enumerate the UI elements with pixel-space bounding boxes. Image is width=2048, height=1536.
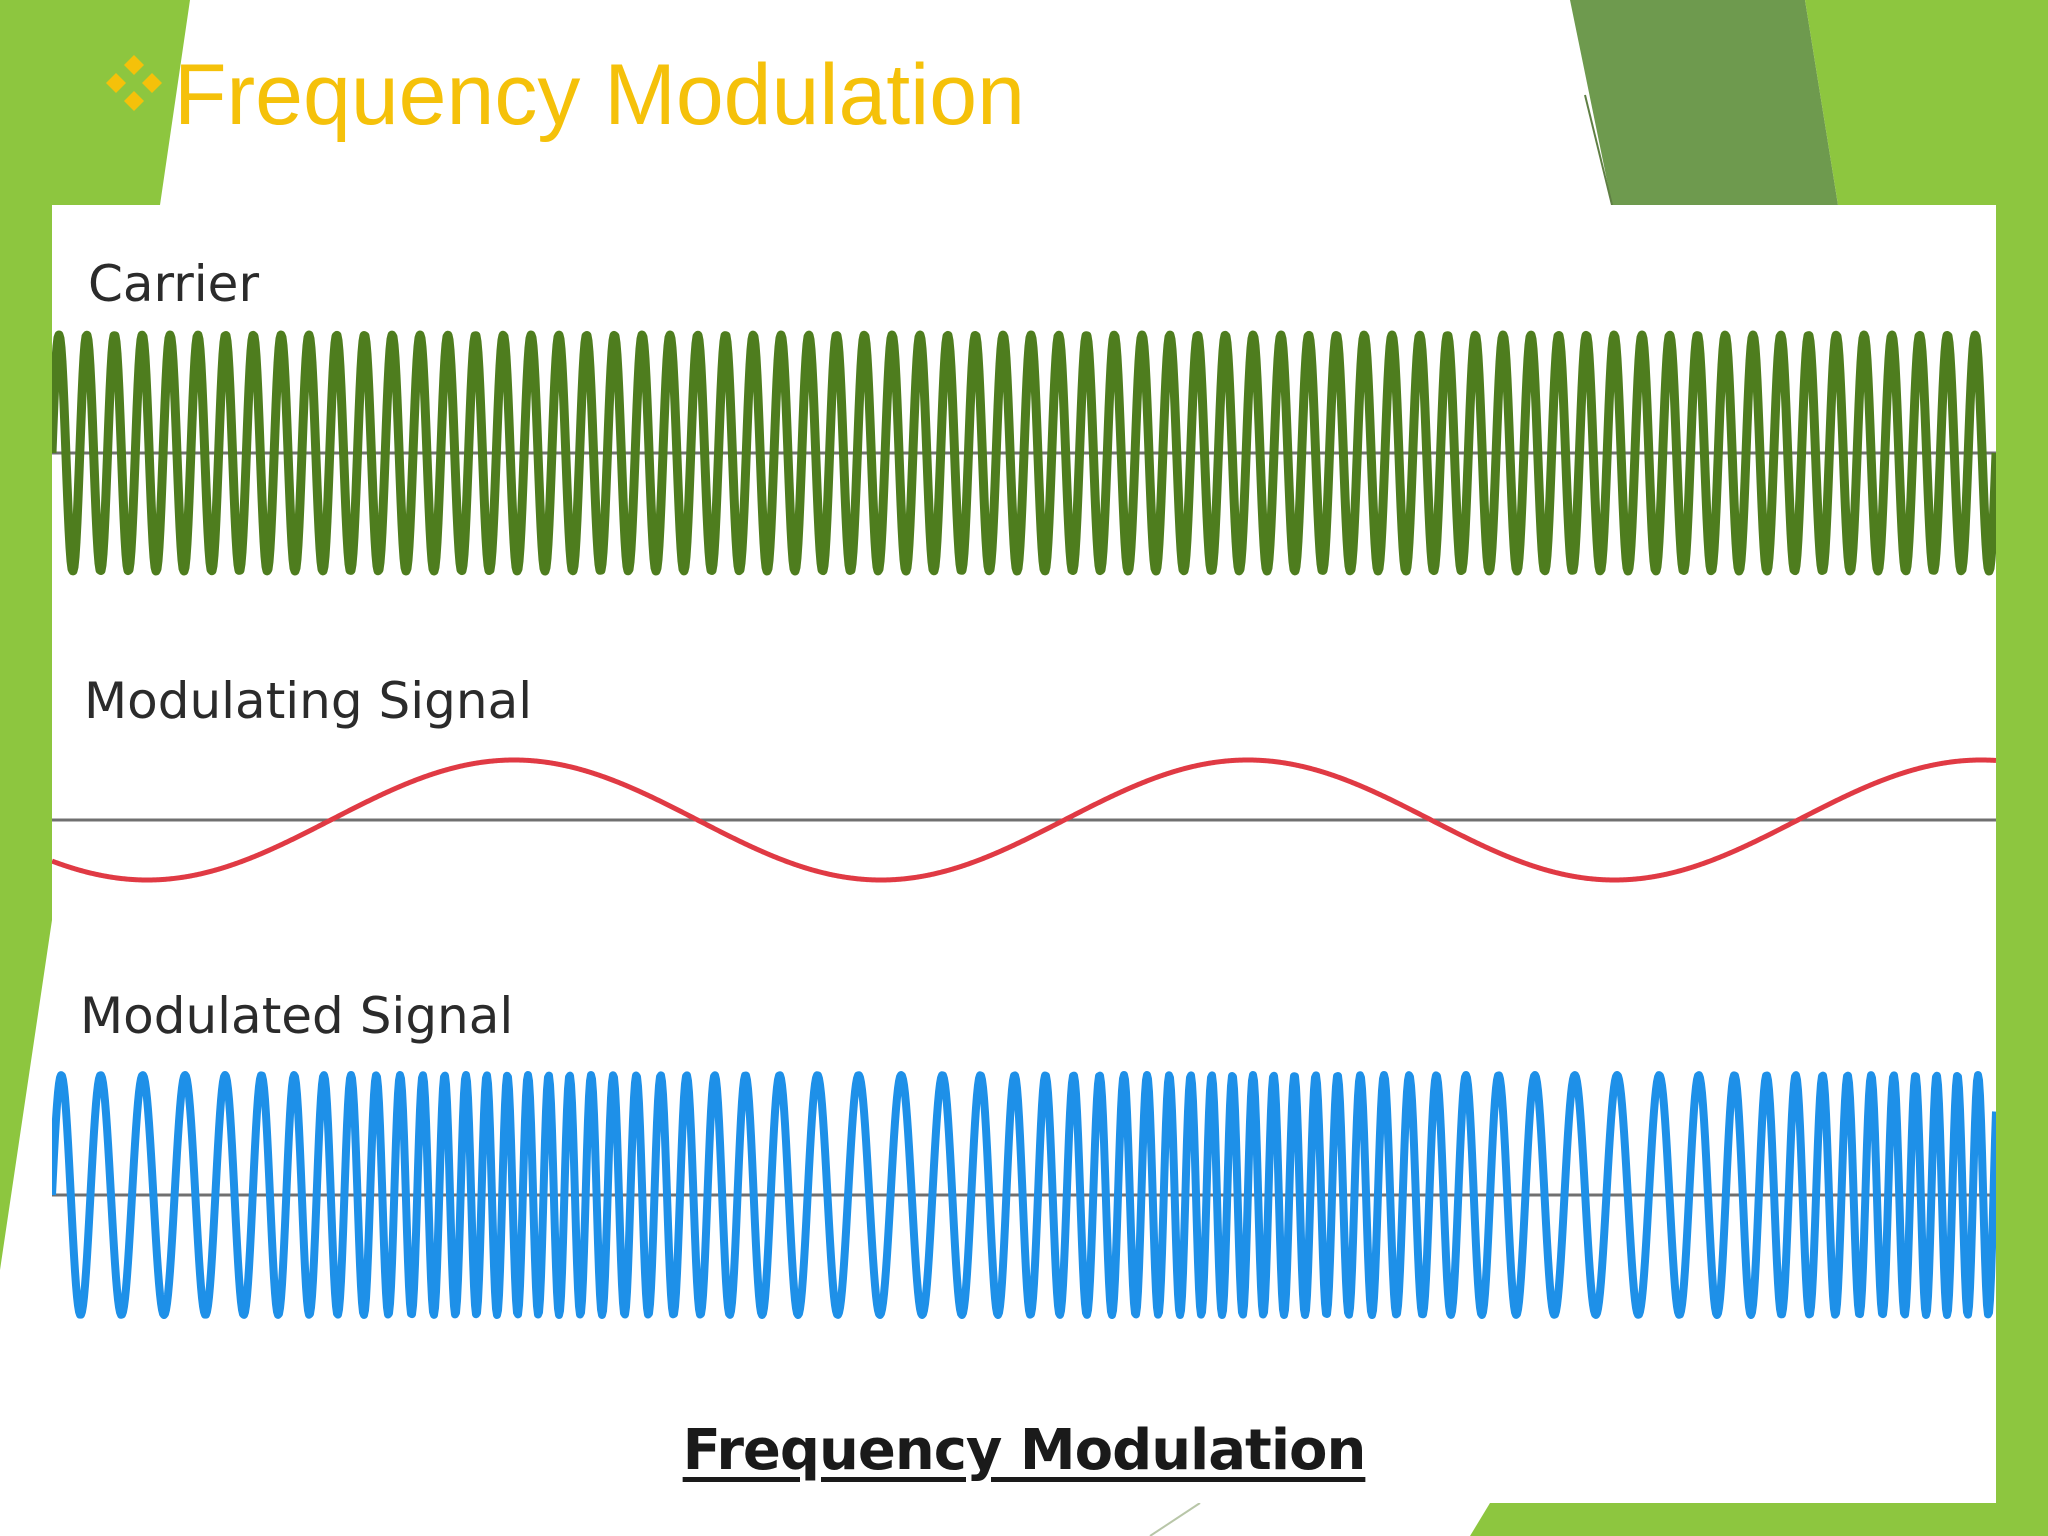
decorative-line bbox=[1149, 1502, 1201, 1536]
right-green-shape bbox=[1805, 0, 2048, 205]
modulated-waveform bbox=[52, 1071, 1996, 1319]
fm-figure: Carrier Modulating Signal Modulated Sign… bbox=[52, 205, 1996, 1503]
bottom-right-green-shape bbox=[1470, 1503, 2048, 1536]
modulating-wave-plot bbox=[52, 757, 1996, 883]
carrier-wave-plot bbox=[52, 330, 1996, 576]
decorative-line bbox=[1584, 94, 1613, 206]
four-diamond-bullet-icon bbox=[106, 55, 162, 111]
carrier-waveform bbox=[52, 330, 1996, 576]
carrier-label: Carrier bbox=[88, 255, 259, 313]
right-edge-green-strip bbox=[1996, 205, 2048, 1536]
slide-title: Frequency Modulation bbox=[98, 52, 1025, 138]
modulating-waveform bbox=[52, 757, 1996, 883]
left-green-shape bbox=[0, 0, 190, 1270]
modulated-signal-label: Modulated Signal bbox=[80, 987, 514, 1045]
modulating-signal-label: Modulating Signal bbox=[84, 672, 533, 730]
figure-caption: Frequency Modulation bbox=[682, 1418, 1367, 1483]
modulated-wave-plot bbox=[52, 1071, 1996, 1319]
slide-title-text: Frequency Modulation bbox=[174, 47, 1025, 143]
right-dark-green-shape bbox=[1570, 0, 1838, 205]
